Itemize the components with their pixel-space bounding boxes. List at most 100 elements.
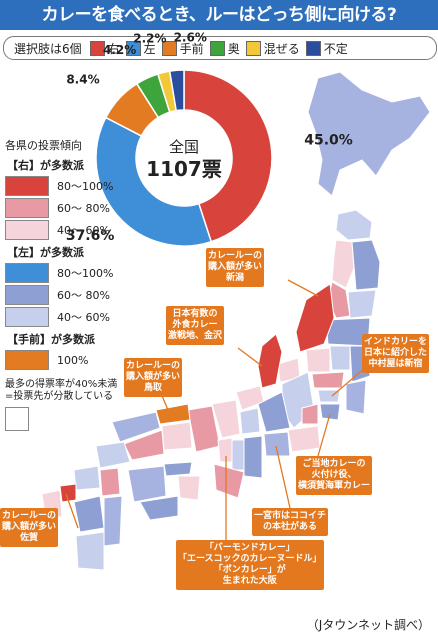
prefecture-legend: 各県の投票傾向 【右】が多数派 80〜100% 60〜 80% 40〜 60% … (5, 137, 123, 431)
chiba (345, 379, 367, 415)
legend-row: 40〜 60% (5, 306, 123, 328)
legend-row: 80〜100% (5, 175, 123, 197)
callout-osaka-text: 「バーモンドカレー」 「エースコックのカレーヌードル」 「ボンカレー」が 生まれ… (178, 543, 322, 586)
swatch-front (161, 40, 177, 56)
pie-label: 37.6% (66, 228, 115, 244)
yamanashi (301, 403, 319, 425)
callout-osaka: 「バーモンドカレー」 「エースコックのカレーヌードル」 「ボンカレー」が 生まれ… (176, 540, 324, 590)
callout-nakamuraya-text: インドカリーを 日本に紹介した 中村屋は新宿 (364, 337, 428, 369)
callout-kanazawa: 日本有数の 外食カレー 激戦地、金沢 (166, 306, 225, 345)
legend-swatch (5, 176, 49, 196)
choice-undecided: 不定 (305, 40, 348, 57)
aomori (335, 209, 373, 241)
legend-group-right-title: 【右】が多数派 (7, 159, 84, 172)
fukuoka (73, 465, 101, 491)
legend-swatch (5, 220, 49, 240)
legend-swatch (5, 198, 49, 218)
iwate (351, 239, 381, 291)
hiroshima (123, 429, 165, 461)
swatch-right (89, 40, 105, 56)
choice-mix-label: 混ぜる (263, 41, 300, 56)
tottori (155, 403, 191, 425)
legend-label: 60〜 80% (57, 202, 110, 215)
swatch-mix (245, 40, 261, 56)
kagoshima (75, 531, 105, 571)
tokushima (177, 475, 201, 501)
pie-label: 45.0% (304, 133, 353, 149)
niigata (295, 283, 335, 353)
legend-row: 100% (5, 349, 123, 371)
choice-front: 手前 (161, 40, 204, 57)
legend-label: 60〜 80% (57, 289, 110, 302)
choice-mix: 混ぜる (245, 40, 300, 57)
legend-label: 100% (57, 353, 89, 367)
callout-ichinomiya: 一宮市はココイチ の本社がある (252, 508, 329, 536)
choice-left: 左 (125, 40, 156, 57)
pie-slice (183, 69, 273, 243)
leader-saga (65, 493, 79, 529)
nara (231, 439, 245, 471)
choice-left-label: 左 (143, 41, 156, 56)
choice-front-label: 手前 (179, 41, 204, 56)
legend-heading: 各県の投票傾向 (5, 139, 82, 152)
swatch-left (125, 40, 141, 56)
leader-kanazawa (237, 347, 263, 367)
tokyo (317, 389, 341, 403)
swatch-back (209, 40, 225, 56)
leader-yokosuka (317, 413, 331, 457)
callout-tottori-text: カレールーの 購入額が多い 鳥取 (126, 361, 181, 393)
legend-swatch (5, 350, 49, 370)
pie-center-value: 1107票 (146, 157, 222, 181)
ehime (127, 465, 167, 503)
legend-group-front-title: 【手前】が多数派 (7, 333, 95, 346)
pie-label: 2.6% (174, 30, 207, 44)
aichi (263, 431, 291, 457)
wakayama (213, 463, 245, 499)
swatch-undecided (305, 40, 321, 56)
choice-undecided-label: 不定 (323, 41, 348, 56)
yamaguchi (95, 441, 131, 469)
pie-slice (168, 69, 185, 112)
legend-label: 40〜 60% (57, 224, 110, 237)
gunma (305, 347, 331, 373)
legend-swatch (5, 285, 49, 305)
choices-legend: 選択肢は6個 右 左 手前 奥 混ぜる 不定 (3, 36, 437, 60)
choice-right: 右 (89, 40, 120, 57)
oita (99, 467, 121, 497)
callout-niigata-text: カレールーの 購入額が多い 新潟 (208, 251, 263, 283)
callout-kanazawa-text: 日本有数の 外食カレー 激戦地、金沢 (168, 309, 223, 341)
callout-saga: カレールーの 購入額が多い 佐賀 (0, 508, 59, 547)
source-credit: （Jタウンネット調べ） (306, 618, 430, 632)
choice-right-label: 右 (107, 41, 120, 56)
pie-label: 4.2% (103, 43, 136, 57)
legend-row: 60〜 80% (5, 197, 123, 219)
legend-swatch (5, 263, 49, 283)
legend-row: 40〜 60% (5, 219, 123, 241)
kagawa (163, 461, 193, 477)
shiga (239, 407, 261, 435)
choices-lead: 選択肢は6個 (14, 41, 82, 56)
shimane (111, 411, 161, 443)
kanagawa (319, 403, 341, 421)
legend-swatch (5, 307, 49, 327)
choice-back: 奥 (209, 40, 240, 57)
choice-back-label: 奥 (227, 41, 240, 56)
legend-label: 80〜100% (57, 267, 114, 280)
legend-label: 40〜 60% (57, 311, 110, 324)
legend-footnote: 最多の得票率が40%未満=投票先が分散している (5, 379, 118, 402)
miyazaki (103, 495, 123, 547)
legend-swatch-dispersed (5, 407, 29, 431)
tochigi (329, 345, 351, 371)
legend-group-left-title: 【左】が多数派 (7, 246, 84, 259)
ishikawa (257, 333, 283, 389)
callout-niigata: カレールーの 購入額が多い 新潟 (206, 248, 265, 287)
pie-slice (95, 116, 213, 247)
pie-label: 2.2% (133, 31, 166, 45)
legend-row: 80〜100% (5, 262, 123, 284)
callout-yokosuka: ご当地カレーの 火付け役、 横須賀海軍カレー (296, 456, 373, 495)
pie-label: 8.4% (66, 72, 99, 86)
pie-center-label: 全国 (169, 138, 199, 156)
leader-ichinomiya (275, 445, 291, 509)
callout-ichinomiya-text: 一宮市はココイチ の本社がある (254, 511, 327, 532)
